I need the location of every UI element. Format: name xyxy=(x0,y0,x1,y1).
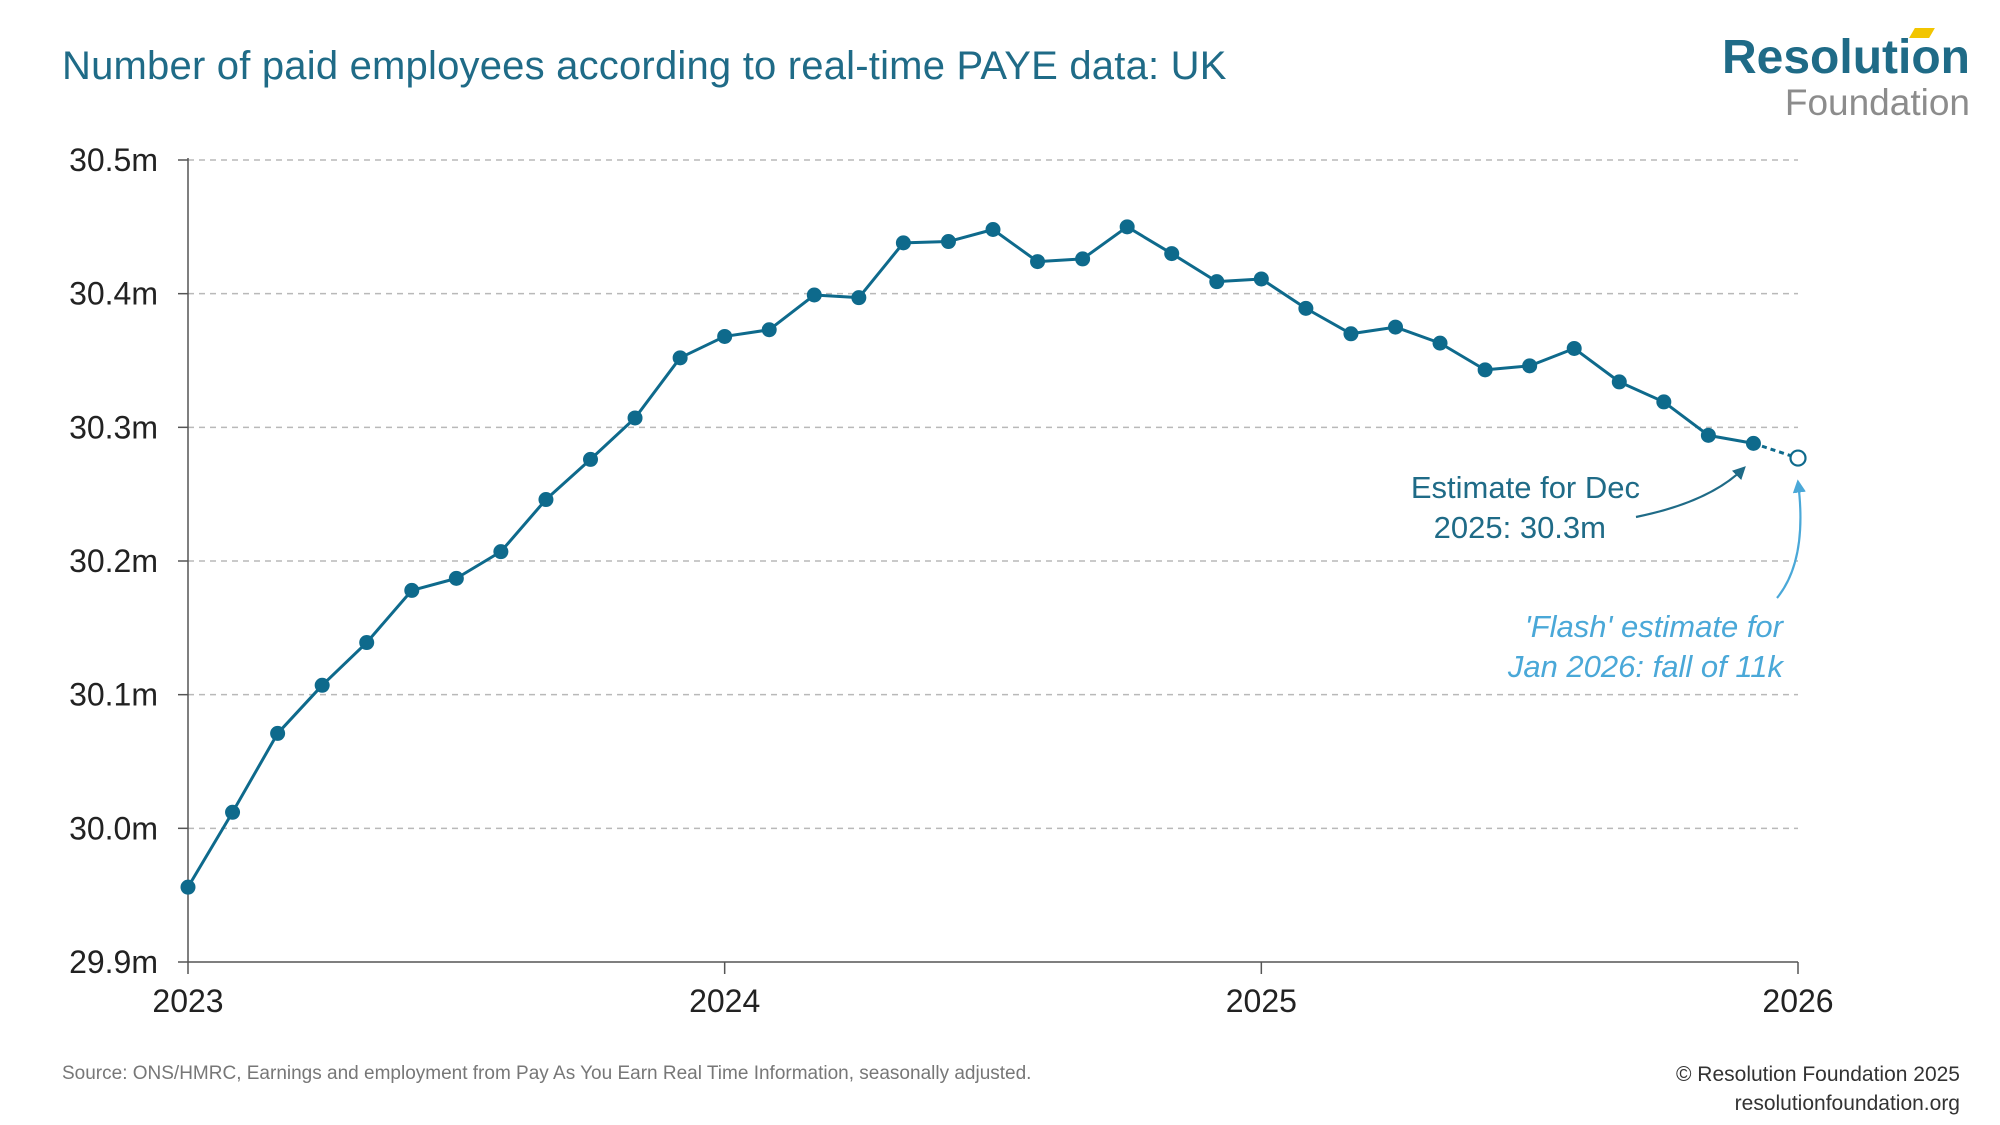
y-tick-label: 30.2m xyxy=(69,543,158,579)
x-tick-label: 2024 xyxy=(689,983,760,1019)
x-tick-label: 2026 xyxy=(1762,983,1833,1019)
logo-line1: Resolution xyxy=(1722,31,1970,84)
data-point xyxy=(180,879,196,895)
annotation-flash-line1: 'Flash' estimate for xyxy=(1525,609,1785,644)
data-point xyxy=(1432,335,1448,351)
data-point xyxy=(583,451,598,467)
data-point xyxy=(1119,219,1135,235)
annotation-flash-line2: Jan 2026: fall of 11k xyxy=(1507,649,1785,684)
data-point xyxy=(1164,246,1180,262)
data-point xyxy=(1209,274,1225,290)
data-point xyxy=(717,328,733,344)
data-point xyxy=(1477,362,1493,378)
y-tick-label: 29.9m xyxy=(69,944,158,980)
data-point xyxy=(448,570,464,586)
data-point xyxy=(1700,427,1716,443)
data-point xyxy=(1253,271,1269,287)
resolution-foundation-logo: Resolution Foundation xyxy=(1722,28,1970,123)
annotation-dec-arrow xyxy=(1635,466,1746,519)
data-point xyxy=(672,350,688,366)
x-tick-label: 2023 xyxy=(152,983,223,1019)
series xyxy=(180,219,1807,895)
data-point xyxy=(314,677,330,693)
flash-estimate-point xyxy=(1789,449,1807,467)
data-point xyxy=(761,322,777,338)
data-point xyxy=(1611,374,1627,390)
data-point xyxy=(225,804,241,820)
data-point xyxy=(806,287,822,303)
annotation-dec-line1: Estimate for Dec xyxy=(1411,470,1640,505)
data-point xyxy=(1388,319,1403,335)
annotation-flash-arrow xyxy=(1776,479,1806,599)
y-tick-label: 30.1m xyxy=(69,677,158,713)
data-point xyxy=(627,410,643,426)
website-url: resolutionfoundation.org xyxy=(1734,1092,1960,1115)
data-point xyxy=(1343,326,1359,342)
data-point xyxy=(359,635,375,651)
y-tick-label: 30.4m xyxy=(69,276,158,312)
y-tick-label: 30.0m xyxy=(69,810,158,846)
x-tick-label: 2025 xyxy=(1226,983,1297,1019)
data-point xyxy=(1522,358,1538,374)
annotation-dec-line2: 2025: 30.3m xyxy=(1434,510,1606,545)
data-point xyxy=(1030,254,1046,270)
data-point xyxy=(493,544,509,560)
data-point xyxy=(985,222,1001,238)
logo-line2: Foundation xyxy=(1784,82,1970,123)
data-point xyxy=(851,290,867,306)
data-point xyxy=(1075,251,1091,267)
data-point xyxy=(1566,340,1582,356)
y-tick-label: 30.5m xyxy=(69,142,158,178)
source-note: Source: ONS/HMRC, Earnings and employmen… xyxy=(62,1063,1032,1084)
annotations: Estimate for Dec 2025: 30.3m 'Flash' est… xyxy=(1411,466,1806,684)
grid-lines xyxy=(188,159,1798,830)
copyright-block: © Resolution Foundation 2025 resolutionf… xyxy=(1676,1060,1960,1118)
data-point xyxy=(404,582,420,598)
y-tick-label: 30.3m xyxy=(69,409,158,445)
data-point xyxy=(895,235,911,251)
series-line xyxy=(186,225,1754,888)
data-point xyxy=(940,234,956,250)
data-point xyxy=(1298,300,1314,316)
chart-title: Number of paid employees according to re… xyxy=(62,44,1227,88)
data-point xyxy=(1656,394,1672,410)
data-point xyxy=(270,725,286,741)
copyright-text: © Resolution Foundation 2025 xyxy=(1675,1063,1960,1086)
data-point xyxy=(538,492,554,508)
